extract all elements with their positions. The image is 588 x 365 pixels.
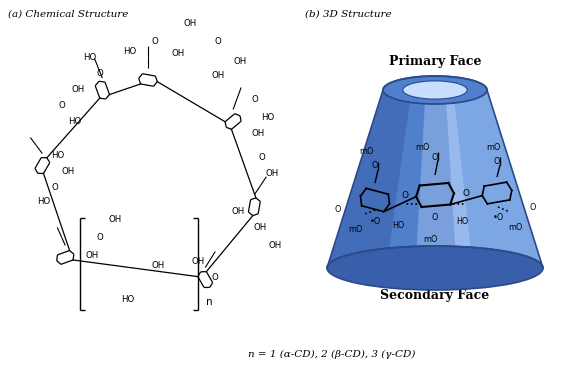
Text: Primary Face: Primary Face	[389, 55, 481, 69]
Text: OH: OH	[151, 261, 165, 270]
Text: O: O	[152, 38, 158, 46]
Text: OH: OH	[252, 130, 265, 138]
Text: OH: OH	[171, 50, 185, 58]
Text: O: O	[215, 38, 221, 46]
Text: mO: mO	[423, 235, 437, 245]
Text: O: O	[59, 100, 65, 110]
Text: O: O	[372, 161, 378, 170]
Text: O: O	[335, 205, 341, 215]
Text: O: O	[432, 154, 438, 162]
Text: mO: mO	[348, 226, 362, 234]
Text: OH: OH	[231, 207, 245, 216]
Text: OH: OH	[233, 58, 246, 66]
Polygon shape	[416, 90, 473, 268]
Text: HO: HO	[456, 218, 468, 227]
Text: HO: HO	[68, 118, 82, 127]
Text: OH: OH	[191, 257, 205, 266]
Ellipse shape	[403, 81, 467, 99]
Text: (a) Chemical Structure: (a) Chemical Structure	[8, 10, 128, 19]
Polygon shape	[327, 90, 543, 268]
Text: O: O	[52, 184, 58, 192]
Text: •O: •O	[492, 214, 504, 223]
Text: OH: OH	[108, 215, 122, 224]
Text: O: O	[96, 69, 103, 78]
Text: HO: HO	[38, 197, 51, 207]
Polygon shape	[445, 90, 543, 268]
Text: HO: HO	[262, 114, 275, 123]
Text: O: O	[494, 157, 500, 165]
Text: O: O	[252, 96, 258, 104]
Text: mO: mO	[415, 143, 429, 153]
Text: HO: HO	[123, 47, 136, 57]
Ellipse shape	[383, 76, 487, 104]
Text: O: O	[96, 234, 103, 242]
Text: mO: mO	[359, 147, 373, 157]
Text: O: O	[212, 273, 218, 283]
Text: n = 1 (α-CD), 2 (β-CD), 3 (γ-CD): n = 1 (α-CD), 2 (β-CD), 3 (γ-CD)	[248, 349, 415, 358]
Text: OH: OH	[253, 223, 266, 233]
Text: HO: HO	[392, 220, 404, 230]
Text: HO: HO	[121, 296, 135, 304]
Text: O: O	[402, 192, 409, 200]
Text: OH: OH	[183, 19, 196, 28]
Text: Secondary Face: Secondary Face	[380, 288, 490, 301]
Ellipse shape	[327, 246, 543, 290]
Text: •O: •O	[369, 216, 380, 226]
Text: mO: mO	[508, 223, 522, 233]
Text: OH: OH	[85, 250, 99, 260]
Text: OH: OH	[61, 168, 75, 177]
Text: HO: HO	[83, 53, 96, 61]
Text: OH: OH	[71, 85, 85, 95]
Text: (b) 3D Structure: (b) 3D Structure	[305, 10, 392, 19]
Text: n: n	[206, 297, 213, 307]
Text: O: O	[432, 214, 438, 223]
Polygon shape	[327, 90, 412, 268]
Text: HO: HO	[51, 150, 65, 160]
Text: OH: OH	[211, 72, 225, 81]
Text: O: O	[530, 203, 536, 211]
Text: OH: OH	[265, 169, 279, 177]
Text: mO: mO	[486, 142, 500, 151]
Text: O: O	[259, 154, 265, 162]
Text: O: O	[463, 189, 469, 199]
Text: OH: OH	[268, 242, 282, 250]
